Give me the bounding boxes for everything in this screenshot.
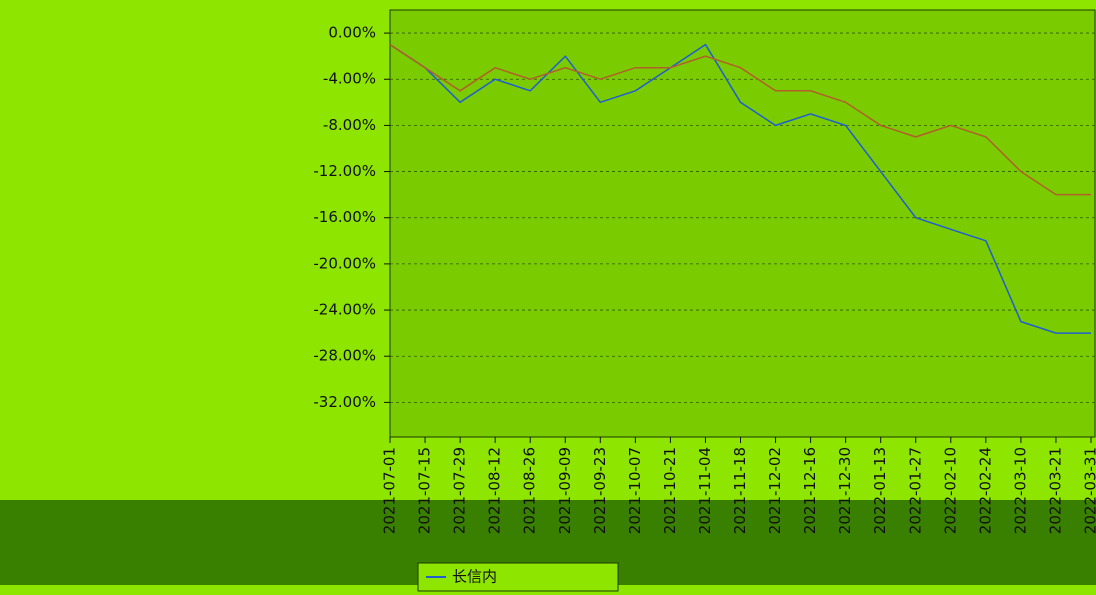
x-tick-label: 2021-08-26 [521,447,539,534]
x-tick-label: 2021-10-07 [626,447,644,534]
x-tick-label: 2022-01-27 [906,447,924,534]
y-tick-label: -8.00% [323,116,376,134]
x-tick-label: 2021-11-04 [696,447,714,534]
y-tick-label: -20.00% [313,254,376,272]
y-tick-label: -28.00% [313,347,376,365]
x-tick-label: 2021-07-15 [416,447,434,534]
y-tick-label: -12.00% [313,162,376,180]
x-tick-label: 2022-03-21 [1046,447,1064,534]
x-tick-label: 2021-11-18 [731,447,749,534]
x-tick-label: 2021-12-30 [836,447,854,534]
y-tick-label: -24.00% [313,301,376,319]
x-tick-label: 2022-02-24 [976,447,994,534]
x-tick-label: 2022-03-10 [1011,447,1029,534]
x-tick-label: 2021-08-12 [486,447,504,534]
legend [418,563,618,591]
x-tick-label: 2022-01-13 [871,447,889,534]
x-tick-label: 2021-12-16 [801,447,819,534]
y-tick-label: -16.00% [313,208,376,226]
y-tick-label: -4.00% [323,70,376,88]
page: {"chart_data": {"type": "line", "x": ["2… [0,0,1096,595]
y-tick-label: -32.00% [313,393,376,411]
chart: 0.00% -4.00% -8.00% -12.00% -16.00% -20.00% -2… [0,0,1096,595]
x-tick-label: 2021-09-23 [591,447,609,534]
x-tick-label: 2021-07-29 [451,447,469,534]
x-tick-label: 2022-02-10 [941,447,959,534]
x-tick-label: 2021-09-09 [556,447,574,534]
x-tick-label: 2022-03-31 [1082,447,1096,534]
y-tick-label: 0.00% [328,24,376,42]
x-tick-label: 2021-12-02 [766,447,784,534]
x-tick-label: 2021-10-21 [661,447,679,534]
plot-area [390,10,1095,437]
legend-label: 长信内 [452,568,497,586]
x-tick-label: 2021-07-01 [381,447,399,534]
